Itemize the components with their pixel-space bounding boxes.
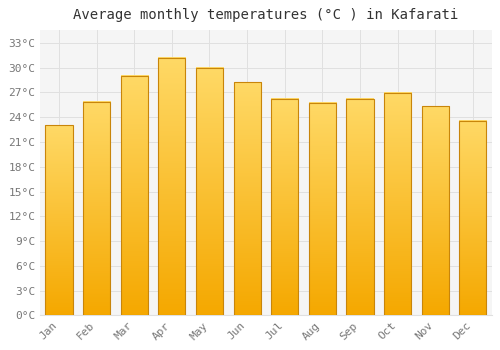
Bar (120, 76, 148, 315)
Bar (158, 58, 186, 315)
Bar (384, 93, 411, 315)
Bar (83, 102, 110, 315)
Bar (384, 93, 411, 315)
Bar (460, 121, 486, 315)
Bar (234, 83, 260, 315)
Bar (346, 99, 374, 315)
Bar (46, 125, 72, 315)
Bar (271, 99, 298, 315)
Bar (234, 83, 260, 315)
Bar (460, 121, 486, 315)
Bar (309, 103, 336, 315)
Bar (120, 76, 148, 315)
Bar (271, 99, 298, 315)
Bar (158, 58, 186, 315)
Bar (46, 125, 72, 315)
Bar (422, 106, 449, 315)
Bar (196, 68, 223, 315)
Bar (422, 106, 449, 315)
Bar (196, 68, 223, 315)
Bar (83, 102, 110, 315)
Bar (309, 103, 336, 315)
Title: Average monthly temperatures (°C ) in Kafarati: Average monthly temperatures (°C ) in Ka… (74, 8, 458, 22)
Bar (346, 99, 374, 315)
